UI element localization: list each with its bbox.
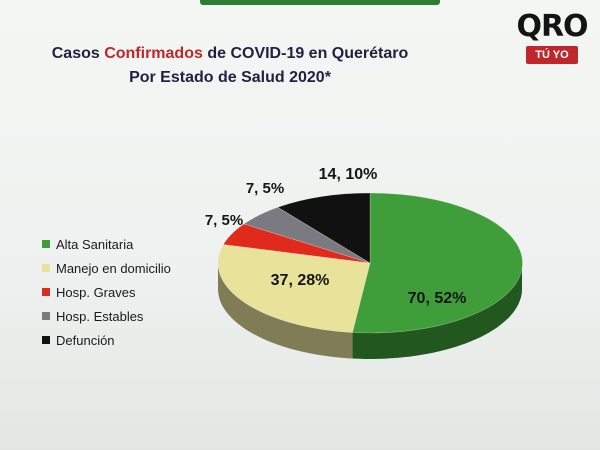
pie-slice bbox=[243, 206, 371, 264]
legend-swatch bbox=[42, 264, 50, 272]
data-label: 7, 5% bbox=[205, 212, 243, 229]
pie-slice bbox=[222, 223, 371, 264]
logo-tag: TÚ YO bbox=[526, 46, 578, 64]
legend-item: Manejo en domicilio bbox=[42, 256, 222, 280]
pie-slice bbox=[352, 192, 523, 334]
data-labels: 70, 52% 37, 28% 7, 5%7, 5% 14, 10% bbox=[205, 166, 467, 307]
chart-legend: Alta Sanitaria Manejo en domicilio Hosp. G… bbox=[42, 232, 222, 352]
legend-label: Defunción bbox=[56, 332, 115, 348]
legend-swatch bbox=[42, 240, 50, 248]
top-accent-bar bbox=[200, 0, 440, 5]
data-label: 14, 10% bbox=[319, 166, 378, 183]
data-label: 7, 5% bbox=[246, 180, 284, 197]
legend-swatch bbox=[42, 336, 50, 344]
legend-label: Hosp. Graves bbox=[56, 284, 136, 300]
chart-title-line1: Casos Confirmados de COVID-19 en Queréta… bbox=[30, 42, 430, 66]
legend-label: Manejo en domicilio bbox=[56, 260, 171, 276]
legend-label: Hosp. Estables bbox=[56, 308, 144, 324]
pie-side-0 bbox=[352, 263, 522, 359]
legend-swatch bbox=[42, 312, 50, 320]
pie-slice bbox=[217, 244, 371, 333]
chart-title: Casos Confirmados de COVID-19 en Queréta… bbox=[30, 42, 430, 90]
data-label: 37, 28% bbox=[271, 272, 330, 289]
qro-logo: QRO TÚ YO bbox=[512, 10, 592, 70]
pie-side-1 bbox=[218, 263, 353, 359]
legend-item: Defunción bbox=[42, 328, 222, 352]
legend-label: Alta Sanitaria bbox=[56, 236, 134, 252]
data-label: 70, 52% bbox=[408, 290, 467, 307]
legend-swatch bbox=[42, 288, 50, 296]
title-highlight: Confirmados bbox=[104, 45, 203, 62]
pie-sides bbox=[218, 263, 522, 359]
pie-slice bbox=[277, 192, 371, 264]
chart-title-line2: Por Estado de Salud 2020* bbox=[129, 69, 331, 86]
logo-wordmark: QRO bbox=[516, 9, 588, 44]
legend-item: Hosp. Graves bbox=[42, 280, 222, 304]
legend-item: Hosp. Estables bbox=[42, 304, 222, 328]
title-suffix: de COVID-19 en Querétaro bbox=[202, 45, 409, 62]
pie-slices bbox=[217, 192, 523, 334]
title-prefix: Casos bbox=[51, 45, 105, 62]
legend-item: Alta Sanitaria bbox=[42, 232, 222, 256]
